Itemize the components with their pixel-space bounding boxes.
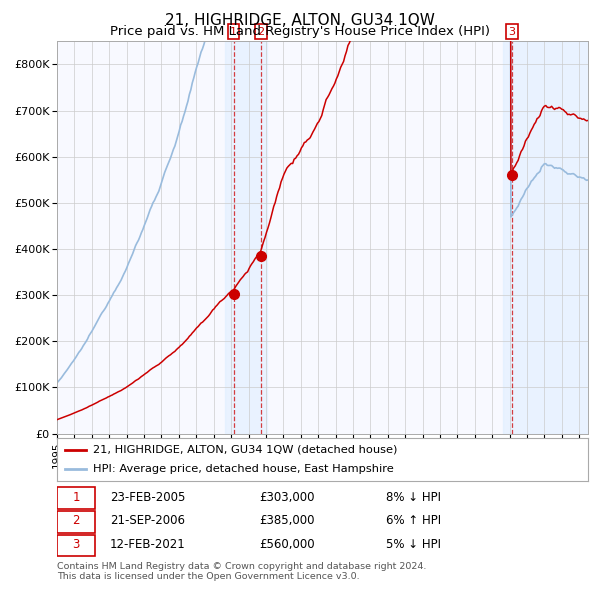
Text: 5% ↓ HPI: 5% ↓ HPI xyxy=(386,537,441,551)
Text: 21, HIGHRIDGE, ALTON, GU34 1QW: 21, HIGHRIDGE, ALTON, GU34 1QW xyxy=(165,13,435,28)
Bar xyxy=(503,41,592,434)
Text: 21-SEP-2006: 21-SEP-2006 xyxy=(110,514,185,527)
Text: 6% ↑ HPI: 6% ↑ HPI xyxy=(386,514,442,527)
Text: 21, HIGHRIDGE, ALTON, GU34 1QW (detached house): 21, HIGHRIDGE, ALTON, GU34 1QW (detached… xyxy=(93,445,397,455)
Text: 1: 1 xyxy=(73,490,80,504)
Text: 3: 3 xyxy=(73,537,80,551)
Text: 12-FEB-2021: 12-FEB-2021 xyxy=(110,537,186,551)
Text: Price paid vs. HM Land Registry's House Price Index (HPI): Price paid vs. HM Land Registry's House … xyxy=(110,25,490,38)
FancyBboxPatch shape xyxy=(57,511,95,533)
Text: 2: 2 xyxy=(73,514,80,527)
Text: Contains HM Land Registry data © Crown copyright and database right 2024.
This d: Contains HM Land Registry data © Crown c… xyxy=(57,562,427,581)
Text: 1: 1 xyxy=(230,27,237,37)
Text: 8% ↓ HPI: 8% ↓ HPI xyxy=(386,490,441,504)
Text: £385,000: £385,000 xyxy=(259,514,314,527)
Text: HPI: Average price, detached house, East Hampshire: HPI: Average price, detached house, East… xyxy=(93,464,394,474)
Text: £303,000: £303,000 xyxy=(259,490,314,504)
Text: 3: 3 xyxy=(508,27,515,37)
Bar xyxy=(225,41,267,434)
Text: £560,000: £560,000 xyxy=(259,537,314,551)
Text: 2: 2 xyxy=(257,27,265,37)
Text: 23-FEB-2005: 23-FEB-2005 xyxy=(110,490,185,504)
FancyBboxPatch shape xyxy=(57,487,95,509)
FancyBboxPatch shape xyxy=(57,535,95,556)
